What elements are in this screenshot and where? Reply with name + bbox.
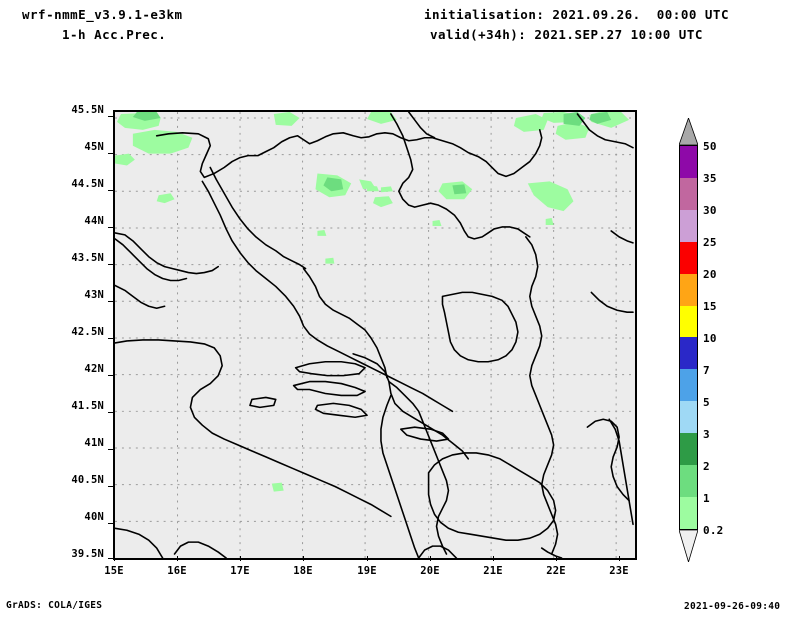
y-tick-label-40N: 40N [84, 511, 104, 523]
y-axis-tick [108, 375, 113, 376]
y-axis-tick [108, 301, 113, 302]
colorbar-over-arrow [679, 118, 698, 145]
x-axis-tick [303, 556, 304, 561]
y-tick-label-41.5N: 41.5N [71, 400, 104, 412]
x-tick-label-23E: 23E [609, 565, 629, 577]
y-tick-label-45N: 45N [84, 141, 104, 153]
colorbar-segment-25-30 [680, 209, 697, 242]
colorbar-segment-20-25 [680, 241, 697, 274]
map-gridlines [115, 112, 635, 558]
colorbar-segment-3-5 [680, 401, 697, 434]
grads-credit: GrADS: COLA/IGES [6, 600, 103, 611]
x-tick-label-16E: 16E [167, 565, 187, 577]
colorbar-label-35: 35 [703, 172, 717, 185]
precip-shading-bin-1-2 [132, 112, 612, 195]
colorbar-segment-7-10 [680, 337, 697, 370]
precip-shading-bin-0.2-1 [115, 112, 630, 492]
colorbar-label-2: 2 [703, 460, 710, 473]
colorbar-label-25: 25 [703, 236, 717, 249]
colorbar-segment-15-20 [680, 273, 697, 306]
map-coastlines [115, 112, 634, 558]
x-axis-tick [240, 556, 241, 561]
x-axis-tick [430, 556, 431, 561]
y-axis-tick [108, 523, 113, 524]
x-axis-tick [177, 556, 178, 561]
y-tick-label-43N: 43N [84, 289, 104, 301]
x-tick-label-22E: 22E [546, 565, 566, 577]
colorbar-segment-30-35 [680, 177, 697, 210]
colorbar-label-5: 5 [703, 396, 710, 409]
y-axis-tick [108, 486, 113, 487]
y-tick-label-39.5N: 39.5N [71, 548, 104, 560]
initialisation-time: initialisation: 2021.09.26. 00:00 UTC [424, 7, 729, 22]
colorbar-label-50: 50 [703, 140, 717, 153]
colorbar-label-30: 30 [703, 204, 717, 217]
colorbar-label-15: 15 [703, 300, 717, 313]
y-axis-tick [108, 116, 113, 117]
y-axis-tick [108, 264, 113, 265]
x-tick-label-15E: 15E [104, 565, 124, 577]
colorbar-label-1: 1 [703, 492, 710, 505]
y-axis-tick [108, 190, 113, 191]
y-axis-tick [108, 153, 113, 154]
field-title: 1-h Acc.Prec. [62, 27, 167, 42]
valid-time: valid(+34h): 2021.SEP.27 10:00 UTC [430, 27, 703, 42]
colorbar-under-arrow [679, 530, 698, 562]
x-axis-tick [114, 556, 115, 561]
colorbar-segment-5-7 [680, 369, 697, 402]
map-canvas [115, 112, 635, 558]
x-axis-tick [493, 556, 494, 561]
render-stamp: 2021-09-26-09:40 [684, 601, 781, 612]
y-tick-label-44.5N: 44.5N [71, 178, 104, 190]
y-axis-tick [108, 558, 113, 559]
y-tick-label-40.5N: 40.5N [71, 474, 104, 486]
y-tick-label-41N: 41N [84, 437, 104, 449]
colorbar-segment-35-50 [680, 146, 697, 178]
colorbar-label-20: 20 [703, 268, 717, 281]
colorbar-segment-10-15 [680, 305, 697, 338]
x-axis-tick [367, 556, 368, 561]
y-tick-label-42N: 42N [84, 363, 104, 375]
x-axis-tick [619, 556, 620, 561]
colorbar-label-0.2: 0.2 [703, 524, 724, 537]
x-tick-label-20E: 20E [420, 565, 440, 577]
y-tick-label-43.5N: 43.5N [71, 252, 104, 264]
colorbar-segment-2-3 [680, 433, 697, 465]
colorbar [679, 145, 698, 530]
x-tick-label-17E: 17E [230, 565, 250, 577]
colorbar-label-10: 10 [703, 332, 717, 345]
y-tick-label-42.5N: 42.5N [71, 326, 104, 338]
y-tick-label-45.5N: 45.5N [71, 104, 104, 116]
y-axis-tick [108, 449, 113, 450]
colorbar-label-7: 7 [703, 364, 710, 377]
x-tick-label-18E: 18E [293, 565, 313, 577]
y-axis-tick [108, 412, 113, 413]
map-plot-area [113, 110, 637, 560]
x-tick-label-21E: 21E [483, 565, 503, 577]
colorbar-segment-1-2 [680, 464, 697, 497]
y-axis-tick [108, 227, 113, 228]
x-tick-label-19E: 19E [357, 565, 377, 577]
x-axis-tick [556, 556, 557, 561]
y-axis-tick [108, 338, 113, 339]
colorbar-label-3: 3 [703, 428, 710, 441]
model-title: wrf-nmmE_v3.9.1-e3km [22, 7, 183, 22]
colorbar-segment-0.2-1 [680, 496, 697, 529]
y-tick-label-44N: 44N [84, 215, 104, 227]
